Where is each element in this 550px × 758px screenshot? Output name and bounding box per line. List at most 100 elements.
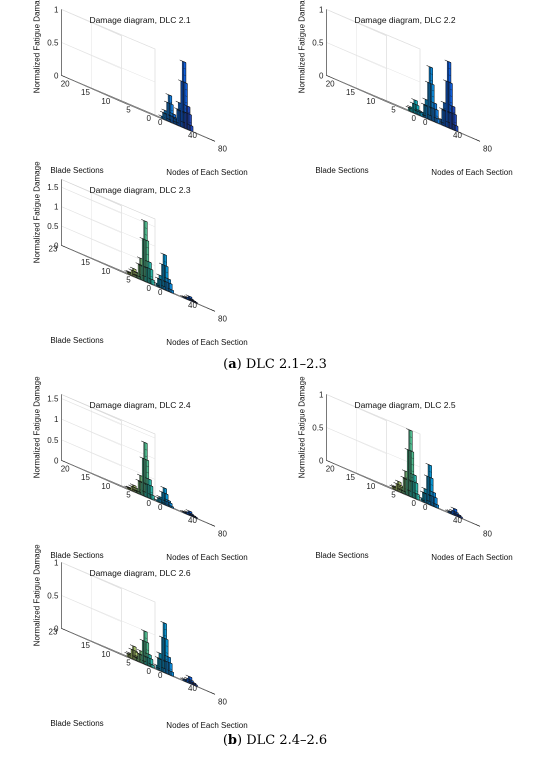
bars	[124, 440, 198, 519]
y-tick-label: 20	[326, 80, 335, 89]
y-axis-label: Blade Sections	[315, 166, 368, 175]
x-axis-label: Nodes of Each Section	[166, 721, 247, 730]
x-axis-label: Nodes of Each Section	[166, 553, 247, 562]
z-axis-label: Normalized Fatigue Damage	[32, 0, 41, 93]
z-tick-label: 1	[319, 5, 324, 14]
y-axis-label: Blade Sections	[50, 719, 103, 728]
z-tick-label: 0.5	[312, 423, 324, 432]
y-tick-label: 10	[101, 267, 110, 276]
x-axis-label: Nodes of Each Section	[166, 338, 247, 347]
z-tick-label: 0	[319, 456, 324, 465]
damage-bar	[451, 123, 459, 132]
z-axis-label: Normalized Fatigue Damage	[32, 161, 41, 263]
damage-bar	[432, 502, 439, 509]
x-tick-label: 0	[423, 503, 428, 512]
z-tick-label: 1.5	[47, 395, 59, 404]
damage-bar	[413, 492, 420, 501]
damage-bar	[167, 669, 174, 677]
y-tick-label: 5	[126, 490, 131, 499]
y-tick-label: 23	[48, 627, 57, 636]
x-tick-label: 40	[188, 684, 197, 693]
x-tick-label: 0	[158, 671, 163, 680]
y-tick-label: 15	[346, 88, 355, 97]
y-tick-label: 0	[412, 114, 417, 123]
z-tick-label: 1.5	[47, 183, 59, 192]
x-tick-label: 40	[188, 131, 197, 140]
y-axis-label: Blade Sections	[315, 551, 368, 560]
y-tick-label: 10	[101, 97, 110, 106]
chart-title: Damage diagram, DLC 2.6	[89, 568, 190, 578]
y-tick-label: 10	[366, 97, 375, 106]
y-tick-label: 5	[126, 658, 131, 667]
x-tick-label: 80	[218, 144, 227, 153]
z-tick-label: 0.5	[47, 38, 59, 47]
z-axis-label: Normalized Fatigue Damage	[297, 376, 306, 478]
damage-bar	[167, 504, 174, 509]
x-tick-label: 0	[158, 288, 163, 297]
x-tick-label: 40	[453, 131, 462, 140]
z-axis-label: Normalized Fatigue Damage	[297, 0, 306, 93]
y-tick-label: 15	[81, 641, 90, 650]
y-tick-label: 20	[326, 465, 335, 474]
caption-b: (b) DLC 2.4–2.6	[223, 733, 327, 748]
damage-bar	[148, 277, 155, 286]
damage-bar	[191, 682, 198, 687]
x-tick-label: 0	[158, 118, 163, 127]
z-tick-label: 0.5	[312, 38, 324, 47]
z-tick-label: 0.5	[47, 222, 59, 231]
z-axis-label: Normalized Fatigue Damage	[32, 376, 41, 478]
x-axis-label: Nodes of Each Section	[431, 553, 512, 562]
z-tick-label: 1	[54, 5, 59, 14]
z-tick-label: 0.5	[47, 591, 59, 600]
bars	[124, 621, 198, 687]
x-tick-label: 40	[188, 516, 197, 525]
y-tick-label: 15	[81, 473, 90, 482]
y-tick-label: 23	[48, 244, 57, 253]
y-tick-label: 10	[366, 482, 375, 491]
bars	[124, 219, 198, 304]
y-tick-label: 15	[81, 88, 90, 97]
y-tick-label: 0	[412, 499, 417, 508]
z-tick-label: 1	[54, 558, 59, 567]
y-tick-label: 20	[61, 465, 70, 474]
x-tick-label: 0	[158, 503, 163, 512]
damage-bar	[186, 123, 194, 132]
x-tick-label: 80	[218, 314, 227, 323]
y-tick-label: 5	[391, 490, 396, 499]
caption-b-text: DLC 2.4–2.6	[246, 733, 327, 748]
z-axis-label: Normalized Fatigue Damage	[32, 544, 41, 646]
x-tick-label: 0	[423, 118, 428, 127]
bars	[389, 428, 463, 519]
damage-bar	[433, 116, 441, 125]
z-tick-label: 1	[54, 203, 59, 212]
y-tick-label: 5	[391, 105, 396, 114]
z-tick-label: 0	[54, 71, 59, 80]
chart-title: Damage diagram, DLC 2.1	[89, 15, 190, 25]
y-axis-label: Blade Sections	[50, 551, 103, 560]
chart-title: Damage diagram, DLC 2.4	[89, 400, 190, 410]
y-tick-label: 0	[147, 499, 152, 508]
y-tick-label: 10	[101, 482, 110, 491]
y-axis-label: Blade Sections	[50, 166, 103, 175]
z-tick-label: 0	[54, 456, 59, 465]
x-tick-label: 40	[453, 516, 462, 525]
z-tick-label: 1	[319, 390, 324, 399]
y-tick-label: 15	[81, 258, 90, 267]
chart-title: Damage diagram, DLC 2.3	[89, 185, 190, 195]
y-tick-label: 10	[101, 650, 110, 659]
damage-bar	[456, 514, 463, 519]
y-tick-label: 15	[346, 473, 355, 482]
y-tick-label: 0	[147, 667, 152, 676]
caption-b-label: b	[228, 733, 237, 748]
z-tick-label: 0	[54, 624, 59, 633]
damage-bar	[167, 287, 174, 294]
chart-title: Damage diagram, DLC 2.5	[354, 400, 455, 410]
